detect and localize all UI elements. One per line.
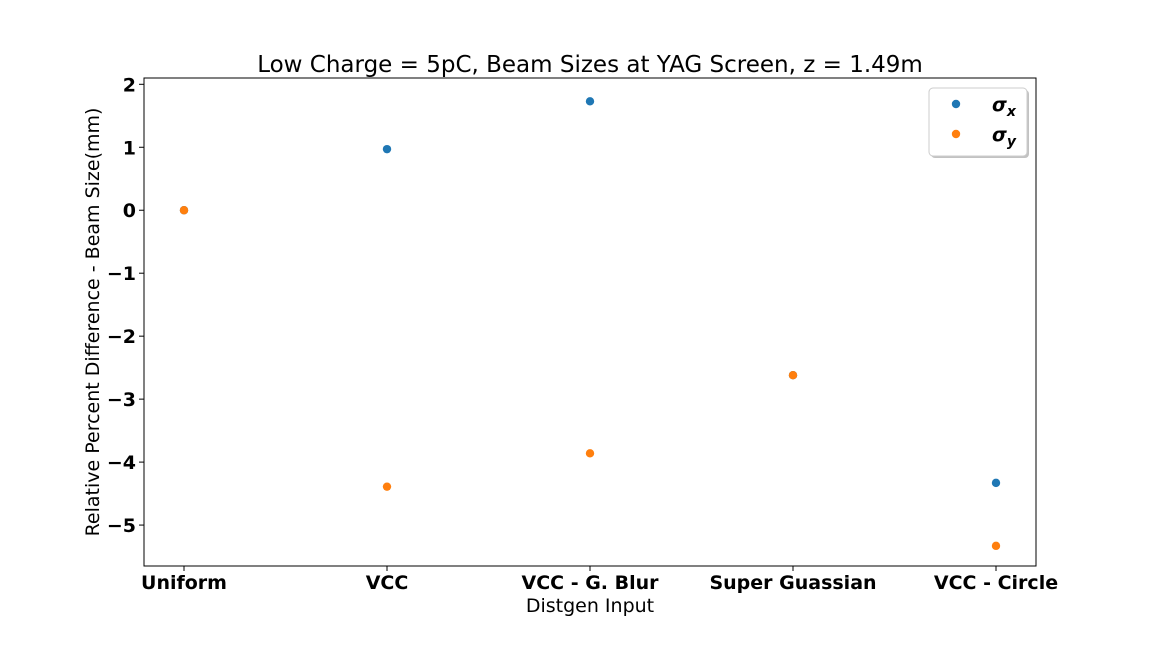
data-point-sigma-y bbox=[179, 206, 189, 215]
chart-title: Low Charge = 5pC, Beam Sizes at YAG Scre… bbox=[257, 52, 923, 78]
y-tick-label: −2 bbox=[107, 326, 136, 348]
x-tick-label: VCC bbox=[366, 572, 409, 594]
data-point-sigma-y bbox=[585, 449, 595, 458]
data-point-sigma-y bbox=[788, 371, 798, 380]
data-point-sigma-x bbox=[382, 144, 392, 154]
data-point-sigma-y bbox=[991, 541, 1001, 551]
y-tick-label: 2 bbox=[123, 74, 136, 96]
legend-label-subscript: y bbox=[1007, 134, 1017, 150]
y-tick-label: −4 bbox=[107, 452, 136, 474]
x-tick-label: VCC - Circle bbox=[934, 572, 1058, 594]
x-tick-label: Super Guassian bbox=[709, 572, 876, 594]
legend-label-symbol: σ bbox=[992, 124, 1007, 146]
x-tick-label: VCC - G. Blur bbox=[521, 572, 659, 594]
y-axis: 2 1 0 −1 −2 −3 −4 −5 bbox=[107, 74, 144, 537]
plot-frame bbox=[143, 77, 1037, 567]
legend-label-subscript: x bbox=[1006, 104, 1017, 120]
legend-marker bbox=[951, 129, 961, 139]
legend-label-symbol: σ bbox=[992, 94, 1007, 116]
data-point-sigma-x bbox=[991, 478, 1001, 488]
plot-area bbox=[179, 97, 1001, 551]
data-point-sigma-y bbox=[382, 482, 392, 491]
x-axis: Uniform VCC VCC - G. Blur Super Guassian VCC… bbox=[141, 566, 1058, 594]
y-tick-label: 0 bbox=[123, 200, 136, 222]
legend-marker bbox=[951, 99, 961, 109]
legend-label: σx bbox=[992, 94, 1017, 120]
y-tick-label: −3 bbox=[107, 389, 136, 411]
y-axis-label: Relative Percent Difference - Beam Size(… bbox=[82, 108, 104, 537]
x-axis-label: Distgen Input bbox=[526, 595, 654, 617]
y-tick-label: −5 bbox=[107, 515, 136, 537]
data-point-sigma-x bbox=[585, 97, 595, 106]
x-tick-label: Uniform bbox=[141, 572, 227, 594]
y-tick-label: −1 bbox=[107, 263, 136, 285]
legend-label: σy bbox=[992, 124, 1017, 150]
y-tick-label: 1 bbox=[123, 137, 136, 159]
